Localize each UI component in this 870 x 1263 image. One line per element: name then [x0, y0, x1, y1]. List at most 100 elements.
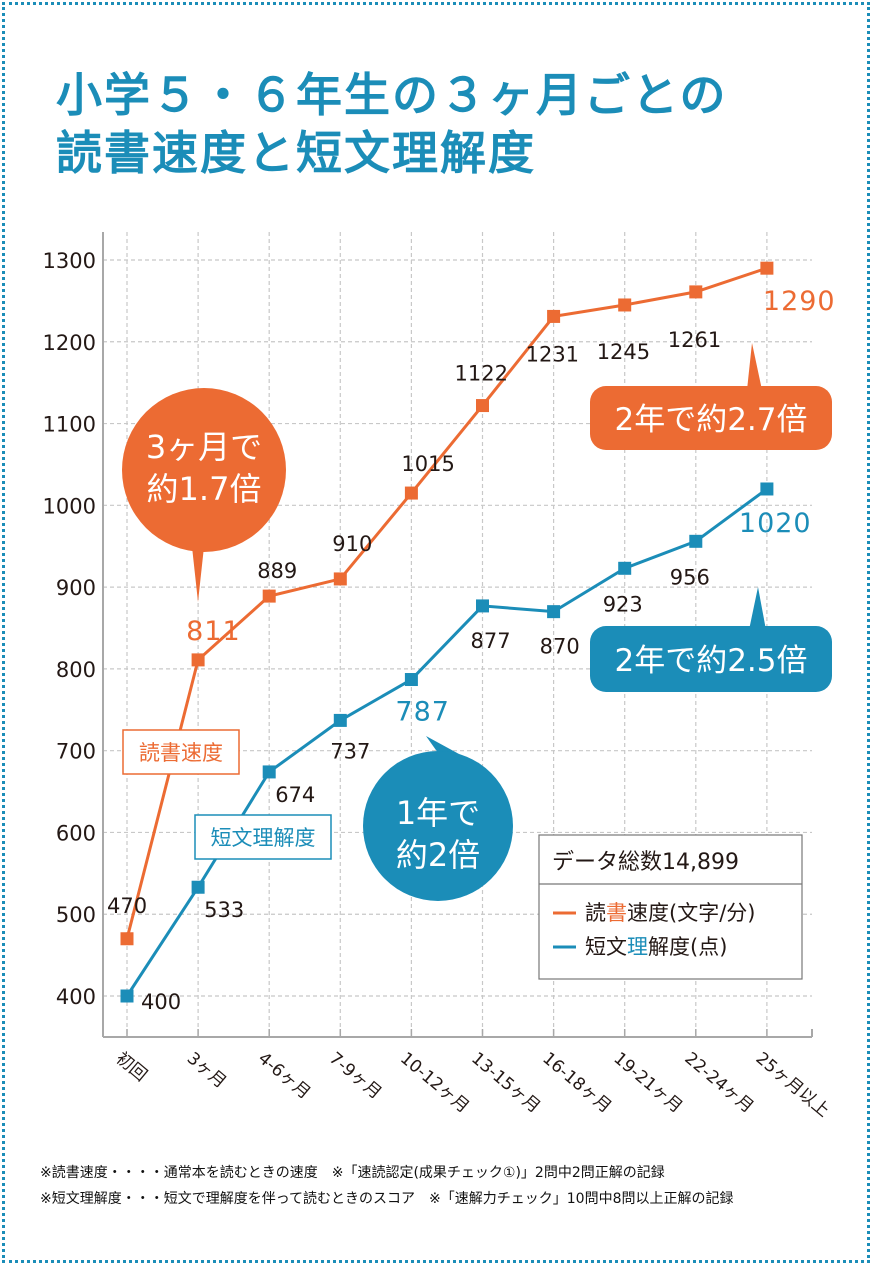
- data-point-1: [120, 989, 134, 1003]
- series-tag-reading-speed-text: 読書速度: [139, 741, 223, 765]
- data-label-0: 470: [107, 894, 147, 918]
- data-point-0: [547, 309, 561, 323]
- data-label-0: 910: [332, 532, 372, 556]
- data-point-0: [689, 285, 703, 299]
- callout-box: [590, 386, 832, 450]
- y-tick-label: 1300: [43, 249, 96, 273]
- x-tick-label: 16-18ヶ月: [538, 1049, 615, 1118]
- data-label-0: 811: [186, 616, 241, 647]
- callout-text: 2年で約2.5倍: [614, 643, 807, 679]
- data-label-0: 1122: [455, 362, 508, 386]
- legend-item-prefix: 読: [585, 901, 606, 925]
- footnote-comprehension: ※短文理解度・・・短文で理解度を伴って読むときのスコア ※「速解力チェック」10…: [40, 1191, 734, 1207]
- data-label-0: 1245: [597, 340, 650, 364]
- y-tick-label: 700: [56, 740, 96, 764]
- series-line-0: [125, 266, 768, 940]
- data-label-1: 787: [395, 697, 450, 728]
- chart-title: 小学５・６年生の３ヶ月ごとの 読書速度と短文理解度: [56, 66, 728, 182]
- data-point-1: [191, 880, 205, 894]
- data-label-1: 737: [330, 739, 370, 763]
- x-tick-labels: 初回 3ヶ月 4-6ヶ月 7-9ヶ月 10-12ヶ月13-15ヶ月16-18ヶ月19-2…: [112, 1049, 833, 1122]
- callout-pointer: [747, 343, 762, 390]
- y-tick-label: 400: [56, 985, 96, 1009]
- x-tick-label: 3ヶ月: [183, 1049, 230, 1093]
- legend-item-suffix: 速度(文字/分): [627, 901, 755, 925]
- callout-pointer: [749, 587, 766, 630]
- series-tag-comprehension-box: [194, 814, 332, 860]
- data-label-0: 1231: [526, 342, 579, 366]
- axes: [102, 232, 813, 1038]
- callout-circle: [363, 751, 513, 901]
- data-point-1: [547, 605, 561, 619]
- data-point-0: [191, 653, 205, 667]
- footnote-reading-speed: ※読書速度・・・・通常本を読むときの速度 ※「速読認定(成果チェック①)」2問中…: [40, 1165, 665, 1181]
- data-point-1: [262, 765, 276, 779]
- y-tick-label: 800: [56, 658, 96, 682]
- series-tag-comprehension-text: 短文理解度: [211, 826, 316, 850]
- data-point-1: [404, 673, 418, 687]
- data-point-0: [333, 572, 347, 586]
- data-point-1: [760, 482, 774, 496]
- x-tick-label: 19-21ヶ月: [609, 1049, 686, 1118]
- data-label-0: 889: [257, 559, 297, 583]
- legend-item-label: 読書速度(文字/分): [585, 901, 755, 925]
- x-tick-label: 初回: [112, 1049, 151, 1086]
- data-label-0: 1290: [763, 286, 836, 317]
- y-tick-label: 500: [56, 903, 96, 927]
- legend-item-label: 短文理解度(点): [585, 935, 727, 959]
- data-point-0: [404, 486, 418, 500]
- callout-box: [590, 626, 832, 692]
- x-tick-label: 10-12ヶ月: [396, 1049, 473, 1118]
- callout-circle: [122, 388, 286, 552]
- footnotes: ※読書速度・・・・通常本を読むときの速度 ※「速読認定(成果チェック①)」2問中…: [40, 1160, 733, 1212]
- legend-box: [538, 834, 803, 980]
- chart-title-line-2: 読書速度と短文理解度: [56, 126, 536, 180]
- data-point-1: [476, 599, 489, 613]
- x-tick-label: 25ヶ月以上: [752, 1049, 834, 1122]
- data-labels: 470 811 889 910 1015 1122 1231 1245 1261 1290 400 5…: [107, 286, 836, 1014]
- callout-text: 2年で約2.7倍: [614, 402, 807, 438]
- x-tick-label: 13-15ヶ月: [467, 1049, 544, 1118]
- data-label-1: 400: [141, 990, 181, 1014]
- data-point-1: [689, 534, 703, 548]
- series-tag-reading-speed-box: [122, 729, 240, 775]
- y-tick-label: 1100: [43, 413, 96, 437]
- data-point-0: [476, 399, 489, 413]
- legend-item-highlight: 理: [627, 935, 648, 959]
- y-tick-label: 1200: [43, 331, 96, 355]
- chart-title-line-1: 小学５・６年生の３ヶ月ごとの: [56, 68, 728, 122]
- x-tick-label: 22-24ヶ月: [681, 1049, 758, 1118]
- y-tick-label: 1000: [43, 494, 96, 518]
- callout-text: 1年で: [396, 794, 480, 832]
- data-label-1: 877: [471, 629, 511, 653]
- data-point-0: [262, 589, 276, 603]
- data-label-1: 533: [204, 898, 244, 922]
- data-label-0: 1261: [668, 328, 721, 352]
- data-label-1: 956: [670, 565, 710, 589]
- data-point-1: [618, 561, 632, 575]
- legend-header: データ総数14,899: [552, 850, 739, 875]
- data-point-0: [120, 932, 134, 946]
- data-point-1: [333, 713, 347, 727]
- callout-text: 約2倍: [396, 836, 480, 874]
- legend-item-prefix: 短文: [585, 935, 627, 959]
- callout-text: 3ヶ月で: [146, 428, 262, 466]
- data-label-0: 1015: [401, 452, 454, 476]
- data-label-1: 674: [275, 783, 315, 807]
- data-label-1: 1020: [739, 508, 812, 539]
- y-tick-labels: 400 500 600 700 800 900 1000 1100 1200 1300: [43, 249, 96, 1009]
- callout-text: 約1.7倍: [147, 470, 262, 508]
- data-point-0: [618, 298, 632, 312]
- data-point-0: [760, 261, 774, 275]
- y-tick-label: 600: [56, 821, 96, 845]
- x-tick-label: 4-6ヶ月: [254, 1049, 314, 1104]
- legend-item-highlight: 書: [606, 901, 627, 925]
- legend-item-suffix: 解度(点): [648, 935, 727, 959]
- data-label-1: 923: [603, 592, 643, 616]
- y-tick-label: 900: [56, 576, 96, 600]
- x-tick-label: 7-9ヶ月: [325, 1049, 385, 1104]
